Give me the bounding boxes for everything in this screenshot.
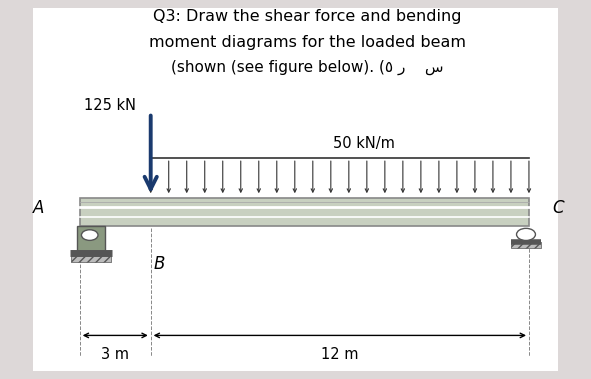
Text: 50 kN/m: 50 kN/m: [333, 136, 394, 150]
Circle shape: [82, 230, 98, 240]
Text: 125 kN: 125 kN: [84, 98, 136, 113]
FancyBboxPatch shape: [33, 8, 558, 371]
Text: (shown (see figure below). (٥ ر    س: (shown (see figure below). (٥ ر س: [171, 60, 444, 75]
Text: C: C: [553, 199, 564, 218]
Circle shape: [517, 228, 535, 241]
Text: 3 m: 3 m: [101, 347, 129, 362]
FancyBboxPatch shape: [511, 242, 541, 249]
Text: moment diagrams for the loaded beam: moment diagrams for the loaded beam: [149, 35, 466, 50]
Text: B: B: [154, 255, 165, 273]
Text: A: A: [33, 199, 44, 218]
FancyBboxPatch shape: [77, 226, 105, 251]
Text: 12 m: 12 m: [321, 347, 359, 362]
FancyBboxPatch shape: [71, 255, 111, 262]
Text: Q3: Draw the shear force and bending: Q3: Draw the shear force and bending: [153, 9, 462, 25]
FancyBboxPatch shape: [80, 198, 529, 226]
